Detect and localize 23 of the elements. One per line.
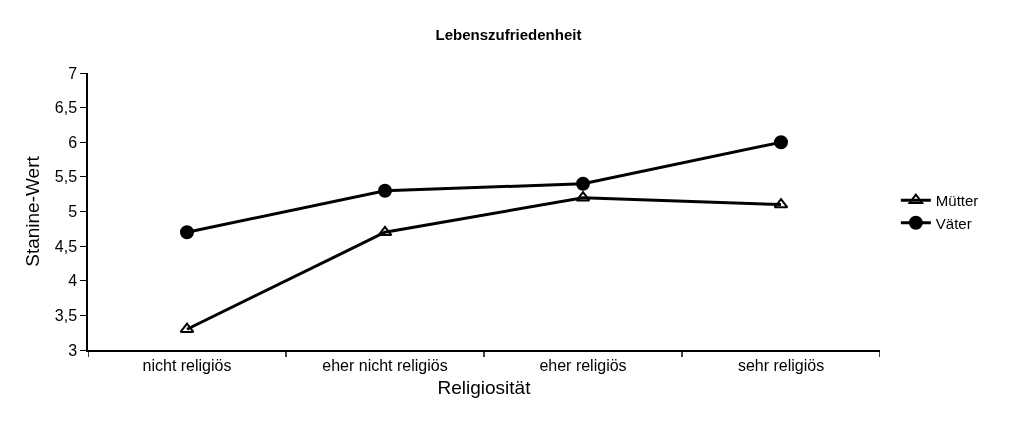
x-tick-label: sehr religiös [737, 356, 825, 374]
y-tick-label: 6 [68, 133, 78, 151]
chart-title: Lebenszufriedenheit [435, 26, 582, 44]
y-tick-label: 7 [68, 64, 78, 82]
y-tick-label: 3 [68, 341, 78, 359]
y-tick-label: 5,5 [54, 168, 78, 186]
point [774, 135, 788, 150]
point [180, 225, 194, 240]
legend-label: Väter [935, 214, 972, 232]
x-axis-title: Religiosität [437, 377, 532, 399]
x-tick-label: eher religiös [539, 356, 627, 374]
y-tick-label: 4,5 [54, 237, 78, 255]
point [377, 225, 393, 237]
y-tick-label: 3,5 [54, 306, 78, 324]
x-tick-label: eher nicht religiös [322, 356, 448, 374]
y-axis-title: Stanine-Wert [22, 155, 44, 267]
point [378, 183, 392, 198]
y-tick-label: 4 [68, 272, 78, 290]
legend-label: Mütter [935, 192, 979, 210]
y-tick-label: 6,5 [54, 99, 78, 117]
point [576, 176, 590, 191]
x-tick-label: nicht religiös [142, 356, 232, 374]
y-tick-label: 5 [68, 203, 78, 221]
